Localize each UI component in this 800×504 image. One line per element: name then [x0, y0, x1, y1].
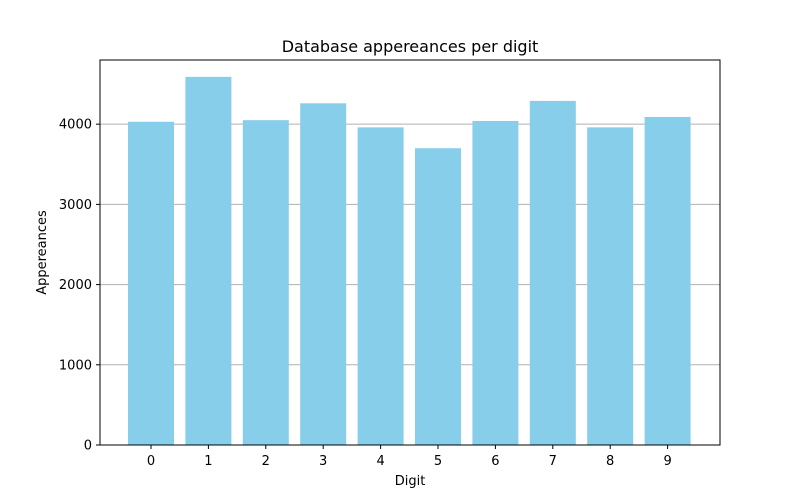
- bar-digit-2: [242, 120, 289, 445]
- x-tick-label: 1: [204, 454, 212, 469]
- bar-digit-5: [415, 148, 461, 445]
- bar-digit-9: [644, 116, 691, 446]
- bar-digit-8: [587, 127, 634, 445]
- x-axis-ticks: 0 1 2 3 4 5 6 7 8 9: [147, 445, 672, 469]
- x-axis-label: Digit: [395, 474, 426, 489]
- bar-digit-4: [357, 127, 404, 445]
- bar-digit-1: [185, 76, 232, 445]
- x-tick-label: 7: [549, 454, 557, 469]
- y-tick-label: 0: [84, 439, 92, 454]
- bars: [128, 76, 691, 446]
- x-tick-label: 0: [147, 454, 155, 469]
- bar-digit-7: [529, 100, 576, 445]
- bar-digit-0: [128, 121, 174, 446]
- y-axis-label: Appereances: [35, 210, 50, 295]
- y-tick-label: 1000: [59, 358, 92, 373]
- x-tick-label: 2: [262, 454, 270, 469]
- x-tick-label: 3: [319, 454, 327, 469]
- bar-digit-6: [472, 120, 519, 445]
- y-tick-label: 3000: [59, 198, 92, 213]
- plot-frame: [99, 59, 721, 446]
- x-tick-label: 5: [434, 454, 442, 469]
- y-tick-label: 2000: [59, 278, 92, 293]
- x-tick-label: 8: [606, 454, 614, 469]
- x-tick-label: 9: [663, 454, 671, 469]
- bar-digit-3: [300, 103, 347, 445]
- x-tick-label: 4: [376, 454, 384, 469]
- chart-title: Database appereances per digit: [282, 37, 539, 56]
- y-axis-ticks: 0 1000 2000 3000 4000: [59, 118, 100, 454]
- y-tick-label: 4000: [59, 118, 92, 133]
- x-tick-label: 6: [491, 454, 499, 469]
